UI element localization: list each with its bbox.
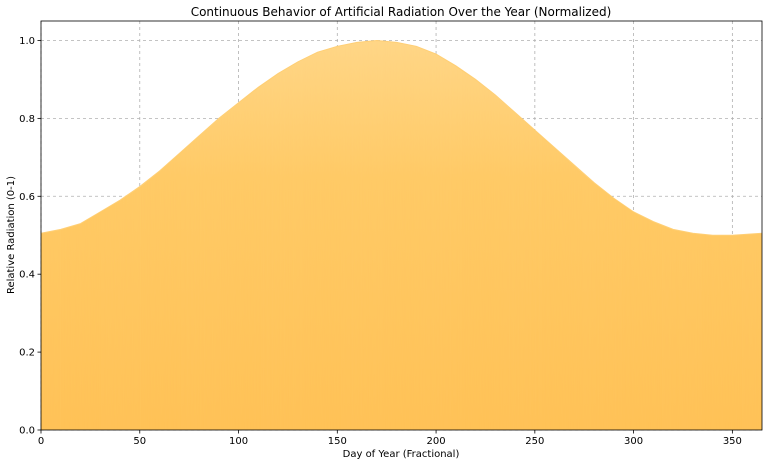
x-tick-label: 250	[525, 436, 544, 447]
x-tick-label: 0	[38, 436, 44, 447]
chart-title: Continuous Behavior of Artificial Radiat…	[191, 5, 612, 19]
x-tick-label: 100	[229, 436, 248, 447]
y-axis-label: Relative Radiation (0-1)	[6, 176, 17, 294]
radiation-line	[40, 39, 763, 236]
y-tick-label: 0.2	[19, 348, 35, 359]
y-tick-label: 0.0	[19, 426, 35, 437]
y-tick-label: 1.0	[19, 36, 35, 47]
x-tick-label: 150	[328, 436, 347, 447]
x-tick-label: 350	[723, 436, 742, 447]
x-tick-label: 200	[427, 436, 446, 447]
data-layer	[40, 39, 763, 430]
y-tick-label: 0.4	[19, 270, 35, 281]
y-tick-label: 0.6	[19, 192, 35, 203]
plot-frame	[40, 20, 763, 431]
y-tick-label: 0.8	[19, 114, 35, 125]
axes: 0 50 100 150 200 250 300 350 0.0 0.2 0.4 0.6 0.8 1.0	[19, 20, 763, 447]
x-tick-label: 300	[624, 436, 643, 447]
x-tick-label: 50	[133, 436, 146, 447]
x-axis-label: Day of Year (Fractional)	[343, 449, 460, 460]
